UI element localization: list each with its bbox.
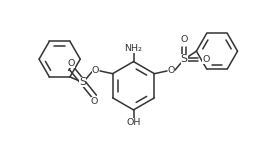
Text: O: O (91, 97, 98, 106)
Text: NH₂: NH₂ (125, 44, 142, 53)
Text: O: O (68, 59, 75, 68)
Text: O: O (168, 66, 175, 75)
Text: S: S (80, 78, 86, 87)
Text: S: S (180, 54, 188, 64)
Text: OH: OH (126, 118, 141, 127)
Text: O: O (202, 55, 210, 64)
Text: O: O (92, 66, 99, 75)
Text: O: O (180, 35, 188, 44)
